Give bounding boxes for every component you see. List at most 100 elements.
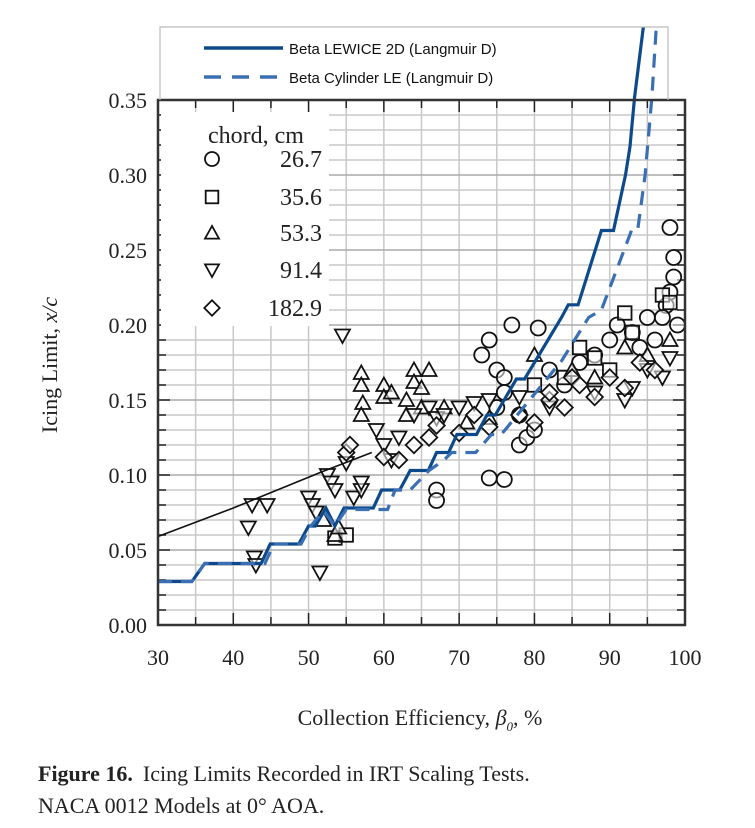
triangle-up-marker [457, 413, 476, 430]
y-tick-label: 0.20 [109, 313, 148, 338]
y-tick-label: 0.10 [109, 463, 148, 488]
diamond-marker [203, 299, 221, 317]
x-axis-label-unit: , % [513, 705, 542, 730]
triangle-down-marker [333, 328, 352, 345]
diamond-marker [427, 415, 447, 436]
y-axis-label-text: Icing Limit, [37, 323, 62, 434]
circle-marker [665, 249, 683, 266]
diamond-marker [615, 378, 635, 398]
triangle-up-marker [404, 372, 424, 389]
triangle-up-marker [615, 338, 634, 355]
curves [157, 27, 658, 584]
curve-solid [158, 27, 645, 584]
marker-legend-label: 26.7 [280, 147, 322, 173]
x-tick-label: 80 [523, 645, 545, 670]
triangle-up-marker [585, 368, 604, 385]
figure-caption-line1: Figure 16. Icing Limits Recorded in IRT S… [38, 761, 530, 786]
y-tick-label: 0.35 [109, 88, 148, 113]
marker-legend-label: 91.4 [280, 258, 322, 284]
triangle-down-marker [203, 263, 221, 279]
line-legend: Beta LEWICE 2D (Langmuir D) Beta Cylinde… [159, 26, 669, 100]
marker-legend-label: 182.9 [268, 296, 322, 322]
circle-marker [646, 331, 664, 349]
square-marker [662, 294, 678, 311]
diamond-marker [374, 447, 394, 467]
marker-legend-item: 91.4 [203, 258, 322, 284]
diamond-marker [600, 367, 620, 388]
x-axis-label: Collection Efficiency, β0, % [298, 705, 543, 734]
triangle-down-marker [310, 565, 329, 582]
series-35.6 [327, 287, 678, 546]
circle-marker [495, 471, 513, 488]
marker-legend-item: 53.3 [203, 221, 322, 247]
triangle-down-marker [239, 520, 258, 537]
triangle-down-marker [404, 408, 424, 425]
square-marker [204, 189, 220, 205]
x-tick-label: 90 [599, 645, 621, 670]
triangle-up-marker [660, 330, 679, 347]
diamond-marker [524, 412, 544, 433]
circle-marker [661, 219, 679, 236]
diamond-marker [570, 375, 590, 395]
legend-label-cylinder: Beta Cylinder LE (Langmuir D) [289, 70, 493, 87]
x-axis-label-symbol: β [495, 705, 507, 730]
circle-marker [601, 331, 619, 349]
circle-marker [669, 316, 686, 334]
figure-caption-line2: NACA 0012 Models at 0° AOA. [38, 793, 324, 818]
curve-dashed [158, 27, 658, 584]
diamond-marker [630, 352, 650, 373]
x-tick-label: 70 [448, 645, 470, 670]
circle-marker [480, 469, 498, 487]
series-182.9 [336, 352, 665, 470]
triangle-down-marker [374, 438, 393, 455]
diamond-marker [555, 397, 575, 418]
x-axis-label-subscript: 0 [507, 719, 514, 734]
diamond-marker [464, 405, 484, 425]
line-legend-frame [159, 26, 669, 100]
x-tick-label: 50 [298, 645, 320, 670]
marker-legend-item: 26.7 [204, 147, 322, 173]
triangle-down-marker [660, 351, 679, 368]
circle-marker [503, 316, 521, 334]
y-tick-label: 0.25 [109, 238, 148, 263]
triangle-down-marker [450, 400, 469, 417]
marker-legend-title: chord, cm [208, 123, 304, 149]
square-marker [587, 350, 603, 366]
circle-marker [638, 309, 656, 326]
y-axis-label-symbol: x/c [37, 297, 62, 324]
diamond-marker [340, 435, 360, 455]
series-91.4 [239, 328, 679, 582]
triangle-down-marker [325, 483, 344, 500]
marker-legend-background [161, 112, 329, 326]
x-axis-label-text: Collection Efficiency, [298, 705, 496, 730]
caption-text-1: Icing Limits Recorded in IRT Scaling Tes… [143, 761, 530, 786]
triangle-up-marker [352, 405, 371, 422]
triangle-down-marker [465, 396, 484, 413]
diamond-marker [645, 360, 665, 380]
triangle-up-marker [353, 393, 372, 410]
tick-labels: 30 40 50 60 70 80 90 100 0.00 0.05 0.10 0.15 0.20 0.2… [109, 88, 702, 670]
triangle-down-marker [258, 498, 277, 515]
diamond-marker [419, 427, 439, 448]
circle-marker [428, 492, 445, 509]
diamond-marker [509, 405, 529, 425]
legend-label-lewice: Beta LEWICE 2D (Langmuir D) [289, 41, 497, 58]
triangle-down-marker [419, 400, 439, 417]
x-tick-label: 40 [222, 645, 244, 670]
triangle-up-marker [352, 375, 371, 392]
triangle-up-marker [382, 383, 401, 400]
triangle-up-marker [412, 378, 431, 395]
square-marker [571, 339, 588, 356]
marker-legend-item: 35.6 [204, 185, 322, 211]
triangle-down-marker [510, 390, 529, 407]
circle-marker [654, 309, 671, 326]
plot-frame [156, 98, 687, 627]
figure-label: Figure 16. [38, 761, 133, 786]
curve-thin [157, 451, 373, 538]
triangle-down-marker [344, 490, 363, 507]
marker-legend-item: 182.9 [203, 296, 322, 322]
triangle-down-marker [307, 505, 326, 522]
triangle-down-marker [367, 423, 386, 440]
marker-legend: chord, cm 26.7 35.6 53.3 91.4 182.9 [203, 123, 322, 322]
triangle-up-marker [419, 360, 439, 377]
